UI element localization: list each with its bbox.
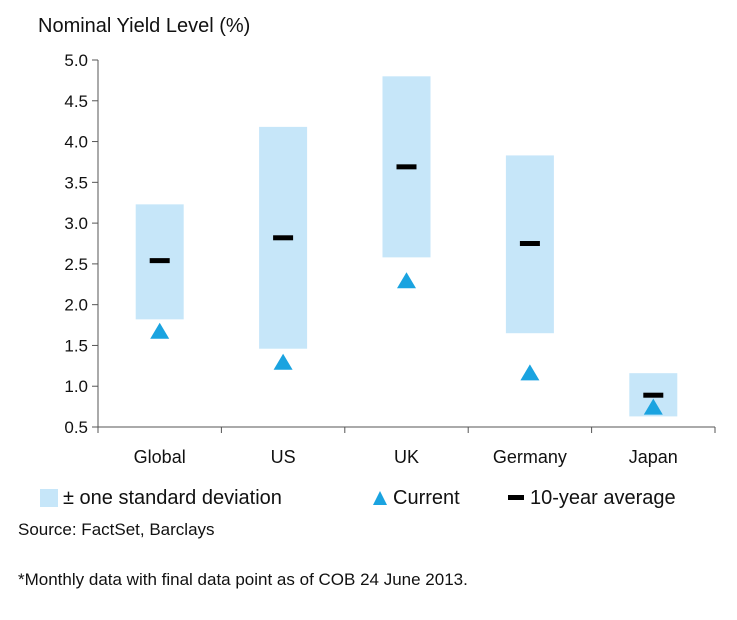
average-marker — [643, 392, 664, 398]
y-tick-label: 4.0 — [64, 133, 88, 152]
average-marker — [396, 164, 417, 170]
y-tick-label: 0.5 — [64, 418, 88, 437]
legend-swatch-current — [373, 491, 387, 505]
x-tick-label: Global — [134, 447, 186, 467]
footnote: *Monthly data with final data point as o… — [18, 570, 468, 589]
x-tick-label: US — [271, 447, 296, 467]
x-tick-label: Japan — [629, 447, 678, 467]
y-tick-label: 1.0 — [64, 377, 88, 396]
y-tick-label: 2.0 — [64, 296, 88, 315]
legend: ± one standard deviation Current 10-year a… — [40, 487, 676, 509]
average-marker — [149, 258, 170, 264]
y-tick-label: 2.5 — [64, 255, 88, 274]
current-marker — [273, 353, 293, 370]
y-tick-label: 5.0 — [64, 51, 88, 70]
current-marker — [520, 364, 540, 381]
current-marker — [643, 398, 663, 415]
legend-label-average: 10-year average — [530, 487, 676, 509]
average-marker — [273, 235, 294, 241]
legend-swatch-range — [40, 489, 58, 507]
x-tick-label: UK — [394, 447, 419, 467]
x-tick-label: Germany — [493, 447, 567, 467]
y-tick-label: 4.5 — [64, 92, 88, 111]
average-marker — [519, 241, 540, 246]
plot-area — [135, 76, 678, 417]
current-marker — [397, 272, 416, 289]
y-tick-label: 3.0 — [64, 214, 88, 233]
chart-grid: 5.0 4.5 4.0 3.5 3.0 2.5 2.0 1.5 1.0 0.5 Global US UK… — [64, 51, 716, 467]
legend-label-range: ± one standard deviation — [63, 487, 282, 509]
chart-title: Nominal Yield Level (%) — [38, 15, 250, 37]
legend-label-current: Current — [393, 487, 460, 509]
source-note: Source: FactSet, Barclays — [18, 520, 215, 539]
y-tick-label: 3.5 — [64, 173, 88, 192]
current-marker — [150, 322, 170, 339]
y-tick-label: 1.5 — [64, 336, 88, 355]
legend-swatch-average — [508, 495, 524, 500]
